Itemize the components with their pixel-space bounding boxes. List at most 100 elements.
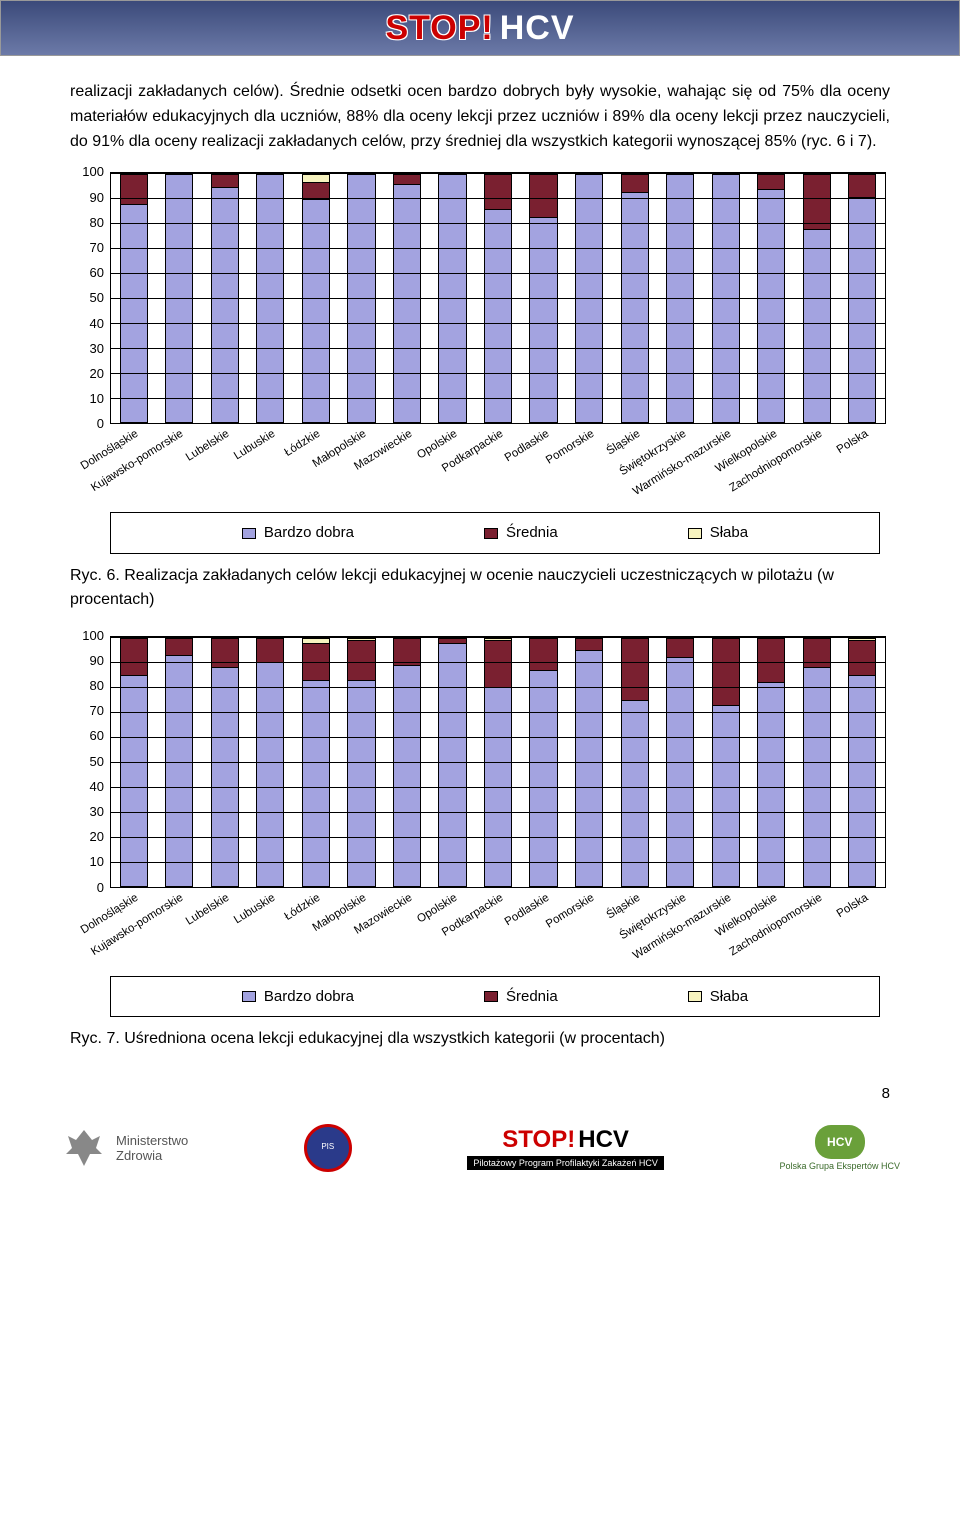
grid-line <box>111 662 885 663</box>
grid-line <box>111 273 885 274</box>
legend-swatch <box>484 528 498 539</box>
legend-item-slaba: Słaba <box>688 985 748 1008</box>
y-tick-label: 0 <box>97 878 104 898</box>
grid-line <box>111 373 885 374</box>
y-tick-label: 10 <box>90 852 104 872</box>
hcv-badge-icon: HCV <box>815 1125 865 1159</box>
bar-segment-srednia <box>212 174 238 186</box>
bar-segment-srednia <box>530 174 556 216</box>
grid-line <box>111 173 885 174</box>
bar-segment-bardzo_dobra <box>667 657 693 885</box>
legend-item-srednia: Średnia <box>484 985 558 1008</box>
x-tick-label: Zachodniopomorskie <box>795 888 841 966</box>
bar-segment-bardzo_dobra <box>166 655 192 886</box>
bar-segment-bardzo_dobra <box>212 187 238 423</box>
bar-segment-bardzo_dobra <box>485 209 511 422</box>
footer-hcv-group: HCV Polska Grupa Ekspertów HCV <box>779 1125 900 1171</box>
eagle-icon <box>60 1124 108 1172</box>
bar-segment-srednia <box>530 638 556 670</box>
y-tick-label: 30 <box>90 339 104 359</box>
bar-segment-srednia <box>212 638 238 668</box>
bar-segment-srednia <box>849 174 875 196</box>
bar-segment-srednia <box>667 638 693 658</box>
grid-line <box>111 737 885 738</box>
y-tick-label: 70 <box>90 701 104 721</box>
bar-segment-srednia <box>622 174 648 191</box>
chart-6: 0102030405060708090100 DolnośląskieKujaw… <box>70 172 890 502</box>
bar-segment-srednia <box>804 174 830 229</box>
bar-segment-srednia <box>348 640 374 680</box>
footer-logos: Ministerstwo Zdrowia PIS STOP! HCV Pilot… <box>0 1104 960 1184</box>
bar-segment-bardzo_dobra <box>758 682 784 885</box>
bar-segment-srednia <box>758 174 784 189</box>
y-tick-label: 50 <box>90 752 104 772</box>
y-tick-label: 60 <box>90 263 104 283</box>
grid-line <box>111 398 885 399</box>
bar-segment-bardzo_dobra <box>121 204 147 422</box>
legend-swatch <box>242 528 256 539</box>
x-tick-label: Pomorskie <box>566 424 612 502</box>
bar-segment-bardzo_dobra <box>439 643 465 886</box>
grid-line <box>111 248 885 249</box>
bar-segment-srednia <box>485 640 511 687</box>
y-tick-label: 50 <box>90 288 104 308</box>
bar-segment-slaba <box>303 174 329 181</box>
intro-paragraph: realizacji zakładanych celów). Średnie o… <box>70 80 890 154</box>
legend-item-srednia: Średnia <box>484 521 558 544</box>
legend-item-slaba: Słaba <box>688 521 748 544</box>
y-tick-label: 30 <box>90 802 104 822</box>
legend-swatch <box>242 991 256 1002</box>
x-tick-label: Polska <box>840 424 886 502</box>
y-tick-label: 40 <box>90 777 104 797</box>
y-tick-label: 100 <box>82 162 104 182</box>
grid-line <box>111 787 885 788</box>
y-tick-label: 100 <box>82 626 104 646</box>
grid-line <box>111 687 885 688</box>
grid-line <box>111 637 885 638</box>
legend-label: Bardzo dobra <box>264 521 354 544</box>
bar-segment-srednia <box>622 638 648 700</box>
grid-line <box>111 323 885 324</box>
x-tick-label: Pomorskie <box>566 888 612 966</box>
y-tick-label: 20 <box>90 827 104 847</box>
bar-segment-srednia <box>394 174 420 184</box>
grid-line <box>111 712 885 713</box>
bar-segment-bardzo_dobra <box>804 229 830 422</box>
footer-pis: PIS <box>304 1124 352 1172</box>
x-tick-label: Lubuskie <box>247 424 293 502</box>
bar-segment-srednia <box>849 640 875 675</box>
y-tick-label: 10 <box>90 389 104 409</box>
y-tick-label: 0 <box>97 414 104 434</box>
bar-segment-srednia <box>576 638 602 650</box>
chart-7-legend: Bardzo dobra Średnia Słaba <box>110 976 880 1017</box>
caption-6: Ryc. 6. Realizacja zakładanych celów lek… <box>70 564 890 612</box>
bar-segment-srednia <box>303 182 329 199</box>
bar-segment-srednia <box>804 638 830 668</box>
bar-segment-bardzo_dobra <box>303 199 329 422</box>
grid-line <box>111 298 885 299</box>
bar-segment-bardzo_dobra <box>849 675 875 886</box>
bar-segment-srednia <box>257 638 283 663</box>
banner-hcv: HCV <box>500 9 575 48</box>
y-tick-label: 90 <box>90 188 104 208</box>
grid-line <box>111 762 885 763</box>
legend-item-bardzo_dobra: Bardzo dobra <box>242 985 354 1008</box>
x-tick-label: Zachodniopomorskie <box>795 424 841 502</box>
y-tick-label: 20 <box>90 364 104 384</box>
legend-swatch <box>688 991 702 1002</box>
caption-7: Ryc. 7. Uśredniona ocena lekcji edukacyj… <box>70 1027 890 1051</box>
bar-segment-bardzo_dobra <box>394 184 420 422</box>
bar-segment-bardzo_dobra <box>622 700 648 886</box>
grid-line <box>111 812 885 813</box>
bar-segment-srednia <box>166 638 192 655</box>
legend-label: Słaba <box>710 521 748 544</box>
bar-segment-bardzo_dobra <box>257 662 283 885</box>
x-tick-label: Lubuskie <box>247 888 293 966</box>
footer-ministry: Ministerstwo Zdrowia <box>60 1124 188 1172</box>
grid-line <box>111 198 885 199</box>
grid-line <box>111 862 885 863</box>
y-tick-label: 80 <box>90 213 104 233</box>
legend-label: Średnia <box>506 521 558 544</box>
x-tick-label: Polska <box>840 888 886 966</box>
footer-stophcv: STOP! HCV Pilotażowy Program Profilaktyk… <box>467 1126 664 1170</box>
